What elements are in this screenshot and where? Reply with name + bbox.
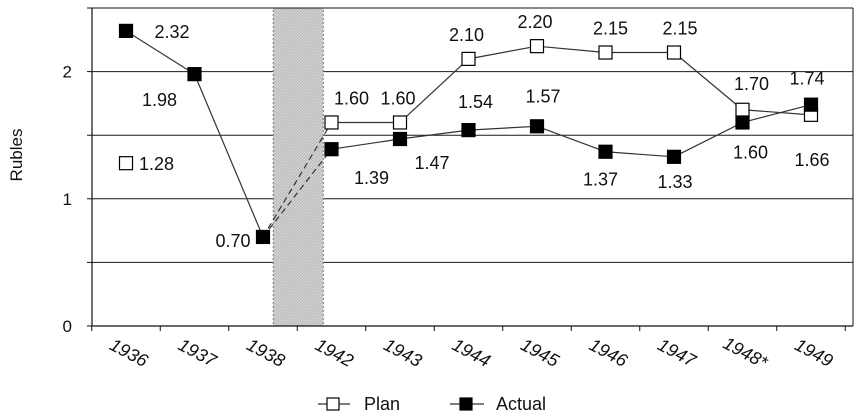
data-labels: 1.28 2.32 1.98 0.70 1.39 1.47 1.54 1.57 1.37 1.33…: [139, 12, 830, 251]
x-tick-label: 1936: [106, 334, 152, 371]
data-label: 1.54: [458, 92, 493, 112]
plan-line-segment: [536, 45, 606, 54]
actual-marker: [255, 229, 271, 245]
plan-marker: [735, 102, 750, 117]
actual-line-segment: [399, 129, 469, 140]
actual-line-segment: [193, 73, 264, 238]
plan-line-segment: [673, 52, 743, 111]
x-tick-label: 1946: [586, 334, 632, 371]
data-label: 1.74: [789, 69, 824, 89]
actual-marker: [392, 131, 408, 147]
actual-line-segment: [742, 104, 812, 124]
legend: Plan Actual: [318, 394, 546, 414]
actual-marker: [803, 97, 819, 112]
actual-line-segment: [468, 125, 538, 131]
data-label: 1.37: [583, 170, 618, 190]
axes: [87, 7, 854, 331]
gap-shading: [272, 7, 324, 327]
legend-plan-marker: [326, 397, 340, 411]
actual-marker: [735, 115, 750, 130]
actual-line-segment: [605, 151, 675, 158]
plan-marker: [461, 51, 476, 66]
data-label: 2.15: [593, 19, 628, 39]
data-label: 1.28: [139, 154, 174, 174]
data-label: 2.20: [517, 12, 552, 32]
data-label: 1.33: [657, 172, 692, 192]
data-label: 1.57: [525, 86, 560, 106]
plan-line-segment: [742, 109, 812, 116]
data-label: 1.47: [414, 153, 449, 173]
y-tick-label: 0: [63, 317, 72, 336]
data-label: 1.70: [734, 74, 769, 94]
war-gap-shading: [272, 7, 324, 327]
plan-marker: [529, 39, 545, 54]
actual-marker: [529, 119, 545, 134]
data-label: 2.32: [154, 22, 189, 42]
data-label: 1.60: [380, 88, 415, 108]
legend-plan-label: Plan: [364, 394, 400, 414]
data-label: 1.66: [794, 150, 829, 170]
x-tick-label: 1944: [449, 334, 494, 370]
data-label: 1.98: [142, 90, 177, 110]
x-tick-label: 1948*: [720, 333, 772, 373]
actual-line-segment: [536, 125, 606, 153]
plan-marker: [392, 115, 408, 130]
actual-marker: [187, 67, 202, 82]
plan-marker: [324, 115, 339, 130]
x-tick-label: 1942: [312, 334, 357, 370]
x-tick-label: 1949: [791, 334, 836, 370]
actual-line-segment: [125, 30, 195, 75]
data-label: 1.60: [733, 142, 768, 162]
x-tick-label: 1937: [175, 334, 221, 371]
x-tick-labels: 1936 1937 1938 1942 1943 1944 1945 1946 1947 1948…: [106, 333, 836, 373]
data-label: 1.39: [354, 168, 389, 188]
plan-marker: [666, 45, 682, 60]
actual-marker: [666, 149, 682, 164]
y-tick-labels: 0 1 2: [63, 63, 72, 336]
legend-actual-marker: [459, 397, 473, 411]
actual-line-segment: [262, 148, 332, 238]
data-label: 2.10: [449, 25, 484, 45]
plan-line-segment: [262, 122, 333, 238]
actual-line-segment: [673, 121, 743, 158]
actual-marker: [598, 144, 613, 159]
actual-marker: [324, 142, 339, 157]
legend-actual-label: Actual: [496, 394, 546, 414]
actual-marker: [461, 123, 476, 138]
plan-marker: [598, 45, 613, 60]
actual-line-segment: [331, 138, 401, 150]
data-label: 0.70: [215, 231, 250, 251]
y-tick-label: 1: [63, 190, 72, 209]
data-label: 2.15: [662, 19, 697, 39]
y-tick-label: 2: [63, 63, 72, 82]
x-tick-label: 1947: [654, 334, 700, 371]
actual-marker: [118, 23, 134, 38]
series-lines: [125, 30, 812, 238]
x-tick-label: 1943: [380, 334, 425, 370]
y-axis-label: Rubles: [7, 129, 26, 182]
x-tick-label: 1945: [517, 334, 563, 371]
data-label: 1.60: [334, 88, 369, 108]
plan-line-segment: [468, 45, 538, 60]
series-markers: [118, 23, 819, 245]
plan-marker: [118, 156, 134, 171]
plan-line-segment: [399, 58, 469, 123]
x-tick-label: 1938: [243, 334, 288, 370]
